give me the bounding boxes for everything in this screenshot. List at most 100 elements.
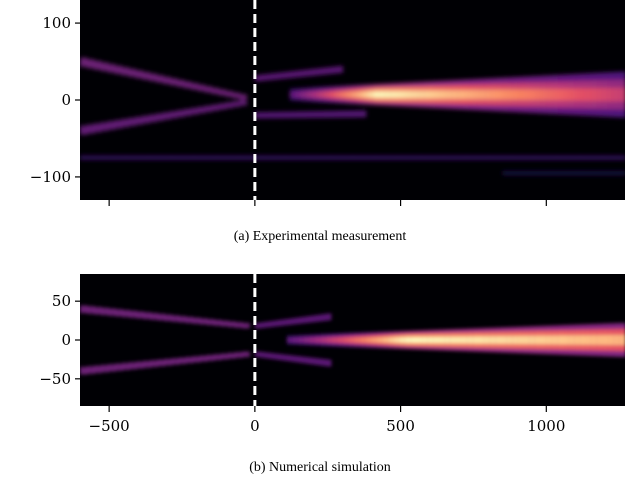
beam-5-segment — [543, 170, 550, 176]
beam-2-segment — [261, 322, 266, 328]
beam-2-segment — [291, 71, 296, 78]
beam-1-segment — [87, 366, 95, 374]
beam-2-segment — [311, 315, 316, 323]
beam-0-segment — [206, 319, 215, 326]
beam-0-segment — [234, 322, 243, 328]
beam-0-segment — [164, 314, 173, 322]
beam-0-segment — [150, 313, 159, 320]
beam-3-segment — [287, 111, 293, 119]
beam-1-segment — [129, 362, 138, 370]
main-beam-segment — [501, 336, 508, 344]
beam-5-segment — [512, 170, 519, 176]
beam-1-segment — [183, 109, 192, 116]
beam-0-segment — [86, 59, 95, 69]
beam-2-segment — [327, 67, 333, 74]
beam-4-segment — [443, 155, 467, 160]
beam-0-segment — [114, 65, 123, 74]
main-beam-segment — [512, 336, 519, 344]
main-beam-segment — [439, 336, 446, 344]
y-tick-label: −100 — [30, 168, 71, 186]
main-beam-segment — [557, 335, 564, 345]
main-beam-segment — [371, 337, 378, 343]
main-beam-segment — [517, 336, 525, 344]
main-beam-segment — [461, 336, 469, 344]
main-beam-segment — [360, 337, 367, 343]
beam-4-segment — [80, 155, 104, 160]
beam-4-segment — [556, 155, 581, 160]
main-beam-segment — [479, 89, 487, 100]
beam-0-segment — [142, 71, 151, 80]
x-tick-label: 500 — [386, 417, 415, 435]
main-beam-segment — [552, 88, 559, 101]
beam-3-segment — [327, 359, 332, 367]
beam-1-segment — [142, 115, 151, 124]
beam-3-segment — [258, 351, 262, 358]
beam-3-segment — [299, 356, 304, 363]
beam-1-segment — [199, 355, 208, 362]
beam-1-segment — [80, 366, 88, 375]
beam-2-segment — [298, 70, 304, 77]
beam-4-segment — [238, 155, 263, 160]
beam-5-segment — [507, 170, 514, 176]
beam-1-segment — [213, 354, 222, 361]
main-beam-segment — [388, 337, 395, 343]
beam-0-segment — [94, 306, 102, 315]
beam-0-segment — [128, 68, 137, 77]
beam-2-segment — [264, 321, 269, 328]
beam-1-segment — [107, 121, 116, 130]
x-axis-b: −500 0 500 1000 — [89, 406, 565, 435]
beam-0-segment — [100, 62, 109, 72]
beam-3-segment — [347, 110, 353, 118]
main-beam-segment — [574, 88, 582, 101]
beam-1-segment — [128, 117, 137, 126]
beam-5-segment — [563, 170, 570, 176]
beam-3-segment — [337, 110, 344, 118]
main-beam-segment — [303, 338, 311, 342]
beam-2-segment — [305, 69, 311, 77]
main-beam-segment — [524, 89, 531, 101]
beam-1-segment — [122, 362, 131, 370]
main-beam-segment — [518, 89, 526, 100]
beam-2-segment — [289, 318, 294, 325]
beam-5-segment — [584, 170, 591, 176]
beam-1-segment — [169, 111, 178, 119]
beam-4-segment — [352, 155, 377, 160]
main-beam-segment — [395, 91, 403, 99]
main-beam-segment — [405, 337, 412, 343]
main-beam-segment — [301, 92, 308, 97]
beam-3-segment — [286, 354, 291, 362]
beam-1-segment — [220, 353, 229, 360]
beam-3-segment — [356, 110, 362, 118]
main-beam-segment — [320, 338, 328, 342]
beam-1-segment — [101, 364, 109, 373]
beam-5-segment — [538, 170, 545, 176]
main-beam-segment — [345, 91, 353, 98]
beam-5-segment — [522, 170, 529, 176]
beam-1-segment — [93, 123, 102, 133]
main-beam-segment — [429, 90, 436, 99]
beam-1-segment — [211, 104, 220, 111]
beam-1-segment — [150, 360, 159, 367]
main-beam-segment — [315, 338, 322, 342]
main-beam-segment — [541, 88, 548, 101]
beam-1-segment — [218, 103, 227, 110]
main-beam-segment — [309, 338, 316, 342]
beam-0-segment — [163, 76, 171, 84]
beam-2-segment — [294, 70, 300, 78]
y-axis-b: 50 0 −50 — [39, 292, 80, 388]
x-axis-a — [108, 200, 547, 206]
beam-1-segment — [227, 352, 236, 359]
beam-4-segment — [284, 155, 308, 160]
beam-2-segment — [254, 75, 260, 82]
beam-0-segment — [241, 322, 250, 329]
y-tick-label: 100 — [42, 14, 71, 32]
beam-3-segment — [264, 112, 270, 119]
beam-5-segment — [573, 170, 580, 176]
beam-0-segment — [211, 87, 220, 94]
beam-2-segment — [276, 320, 281, 327]
main-beam-segment — [433, 336, 440, 344]
main-beam-segment — [365, 337, 373, 343]
x-tick-label: 1000 — [527, 417, 565, 435]
main-beam-segment — [451, 90, 459, 99]
main-beam-segment — [326, 338, 333, 342]
